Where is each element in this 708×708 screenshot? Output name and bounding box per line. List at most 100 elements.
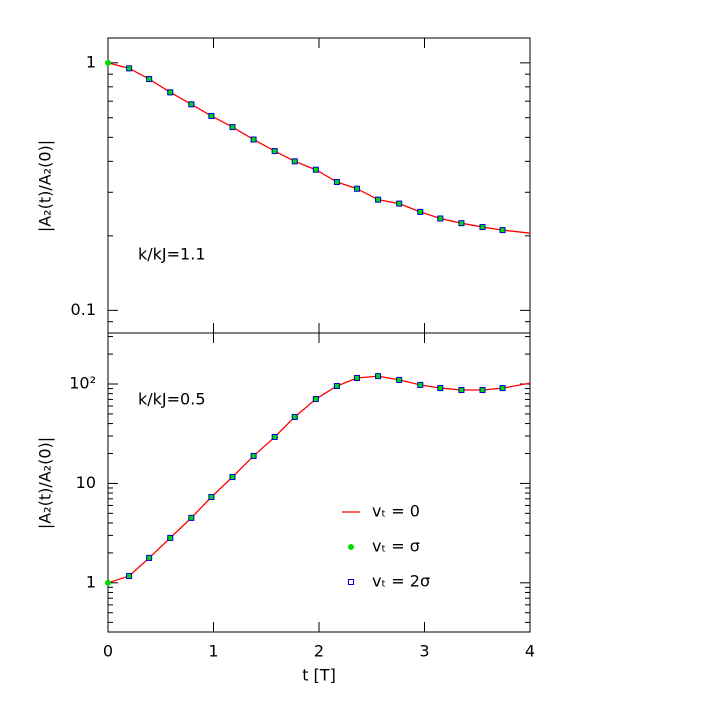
y-tick-label: 0.1 [71, 300, 96, 319]
data-point [250, 136, 257, 143]
data-point [291, 413, 298, 420]
data-point [126, 65, 133, 72]
data-point [437, 215, 444, 222]
x-tick-label: 2 [314, 642, 324, 661]
data-point [333, 383, 340, 390]
data-point [458, 387, 465, 394]
data-point [208, 112, 215, 119]
data-point [188, 101, 195, 108]
x-tick-label: 3 [419, 642, 429, 661]
data-point [375, 196, 382, 203]
data-point [271, 148, 278, 155]
data-point [271, 434, 278, 441]
data-point [312, 166, 319, 173]
data-point [229, 474, 236, 481]
data-point [375, 373, 382, 380]
data-point [479, 387, 486, 394]
data-point [167, 89, 174, 96]
data-point [312, 396, 319, 403]
data-point [291, 413, 298, 420]
data-point [499, 385, 506, 392]
data-point [146, 76, 153, 83]
data-point [126, 573, 133, 580]
data-point [167, 534, 174, 541]
data-point [417, 381, 424, 388]
data-point [479, 224, 486, 231]
data-point [250, 136, 257, 143]
data-point [499, 385, 506, 392]
data-point [458, 387, 465, 394]
data-point [126, 65, 133, 72]
top-frame [107, 37, 531, 334]
x-axis-label: t [T] [302, 666, 336, 685]
annotation: k/kJ=1.1 [138, 245, 206, 264]
data-point [312, 396, 319, 403]
data-point [250, 452, 257, 459]
data-point [396, 376, 403, 383]
data-point [271, 148, 278, 155]
y-tick-label: 1 [86, 572, 96, 591]
legend-label: vₜ = σ [372, 537, 420, 556]
data-point [146, 76, 153, 83]
y-axis-label: |A₂(t)/A₂(0)| [36, 140, 55, 232]
data-point [499, 227, 506, 234]
legend-swatch [348, 579, 354, 585]
data-point [167, 89, 174, 96]
data-point [105, 59, 111, 66]
data-point [396, 376, 403, 383]
bottom-frame [107, 332, 531, 633]
data-point [208, 112, 215, 119]
data-point [105, 579, 111, 586]
data-point [250, 452, 257, 459]
data-point [229, 474, 236, 481]
legend-label: vₜ = 0 [372, 502, 420, 521]
data-point [333, 383, 340, 390]
data-point [208, 493, 215, 500]
data-point [188, 514, 195, 521]
data-point [396, 200, 403, 207]
data-point [208, 493, 215, 500]
data-point [146, 554, 153, 561]
data-point [188, 101, 195, 108]
data-line [107, 62, 531, 234]
data-point [333, 179, 340, 186]
data-point [353, 185, 360, 192]
data-point [417, 208, 424, 215]
data-point [291, 158, 298, 165]
data-point [291, 158, 298, 165]
y-tick-label: 10 [76, 473, 96, 492]
data-point [375, 196, 382, 203]
data-point [499, 227, 506, 234]
data-point [458, 220, 465, 227]
data-point [437, 385, 444, 392]
y-tick-label: 10² [69, 374, 96, 393]
annotation: k/kJ=0.5 [138, 390, 206, 409]
data-point [417, 381, 424, 388]
data-point [417, 208, 424, 215]
data-point [479, 224, 486, 231]
legend-swatch [348, 544, 354, 550]
data-point [375, 373, 382, 380]
data-point [146, 554, 153, 561]
y-tick-label: 1 [86, 52, 96, 71]
y-axis-label: |A₂(t)/A₂(0)| [36, 437, 55, 529]
data-point [229, 124, 236, 131]
legend-label: vₜ = 2σ [372, 572, 430, 591]
data-point [458, 220, 465, 227]
data-point [437, 215, 444, 222]
x-tick-label: 0 [103, 642, 113, 661]
data-point [437, 385, 444, 392]
data-point [333, 179, 340, 186]
data-point [167, 534, 174, 541]
data-point [126, 573, 133, 580]
data-point [229, 124, 236, 131]
data-point [353, 374, 360, 381]
x-tick-label: 1 [208, 642, 218, 661]
data-point [312, 166, 319, 173]
data-point [188, 514, 195, 521]
data-point [396, 200, 403, 207]
data-point [479, 387, 486, 394]
data-point [271, 434, 278, 441]
x-tick-label: 4 [525, 642, 535, 661]
